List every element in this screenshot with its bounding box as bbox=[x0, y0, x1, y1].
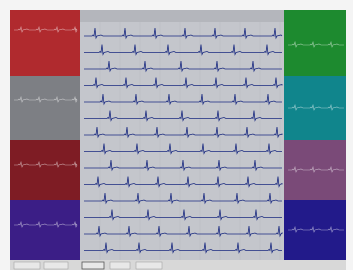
left-panel-darkred bbox=[10, 140, 80, 200]
button[interactable] bbox=[14, 262, 40, 269]
monitor-screen bbox=[0, 0, 353, 270]
left-panel-gray bbox=[10, 76, 80, 140]
left-panel-purple bbox=[10, 200, 80, 260]
button[interactable] bbox=[136, 262, 162, 269]
button[interactable] bbox=[110, 262, 130, 269]
button[interactable] bbox=[44, 262, 68, 269]
right-panel-green bbox=[284, 10, 346, 76]
left-panel-red bbox=[10, 10, 80, 76]
top-bar bbox=[80, 10, 284, 22]
button[interactable] bbox=[82, 262, 104, 269]
